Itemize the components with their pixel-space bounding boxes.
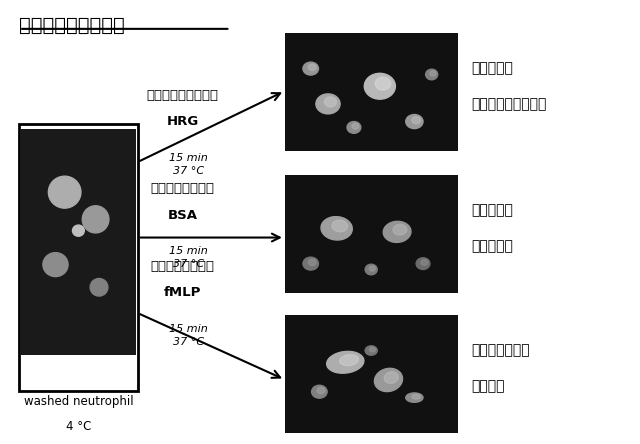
Ellipse shape xyxy=(369,266,376,271)
Ellipse shape xyxy=(406,115,423,129)
Text: 接着形態: 接着形態 xyxy=(472,379,505,393)
Bar xyxy=(21,129,136,355)
Ellipse shape xyxy=(90,278,108,296)
Text: washed neutrophil: washed neutrophil xyxy=(24,395,133,408)
Text: 正球状形態: 正球状形態 xyxy=(472,62,513,75)
Ellipse shape xyxy=(374,369,403,392)
Text: 陰性コントロール: 陰性コントロール xyxy=(150,182,214,195)
Text: 好中球の形態的変化: 好中球の形態的変化 xyxy=(19,16,125,35)
Text: 15 min
37 °C: 15 min 37 °C xyxy=(170,324,208,346)
Ellipse shape xyxy=(347,122,361,133)
Ellipse shape xyxy=(365,346,377,355)
Ellipse shape xyxy=(430,71,436,76)
Ellipse shape xyxy=(72,225,84,236)
Bar xyxy=(19,124,138,391)
Text: 15 min
37 °C: 15 min 37 °C xyxy=(170,153,208,175)
Ellipse shape xyxy=(384,372,398,384)
Bar xyxy=(285,175,458,293)
Ellipse shape xyxy=(364,73,396,99)
Text: BSA: BSA xyxy=(168,209,197,222)
Ellipse shape xyxy=(393,225,407,235)
Ellipse shape xyxy=(317,387,325,394)
Ellipse shape xyxy=(412,394,420,399)
Ellipse shape xyxy=(321,217,352,240)
Ellipse shape xyxy=(412,117,420,124)
Ellipse shape xyxy=(383,221,411,242)
Ellipse shape xyxy=(352,123,359,129)
Ellipse shape xyxy=(332,220,348,232)
Ellipse shape xyxy=(308,64,316,71)
Bar xyxy=(285,315,458,433)
Ellipse shape xyxy=(369,347,376,352)
Bar xyxy=(285,33,458,151)
Ellipse shape xyxy=(303,257,319,270)
Text: HRG: HRG xyxy=(166,115,198,128)
Ellipse shape xyxy=(365,264,377,275)
Ellipse shape xyxy=(375,77,391,90)
Text: fMLP: fMLP xyxy=(164,286,201,299)
Ellipse shape xyxy=(83,206,109,233)
Ellipse shape xyxy=(416,258,430,270)
Ellipse shape xyxy=(303,62,319,75)
Ellipse shape xyxy=(421,259,428,266)
Ellipse shape xyxy=(406,393,423,402)
Text: 細胞表面に: 細胞表面に xyxy=(472,204,513,218)
Ellipse shape xyxy=(312,385,327,398)
Ellipse shape xyxy=(426,69,438,80)
Ellipse shape xyxy=(316,94,340,114)
Text: 多数の突起: 多数の突起 xyxy=(472,239,513,253)
Text: 15 min
37 °C: 15 min 37 °C xyxy=(170,246,208,269)
Ellipse shape xyxy=(324,97,337,107)
Ellipse shape xyxy=(340,355,358,366)
Ellipse shape xyxy=(43,253,68,277)
Text: 陽性コントロール: 陽性コントロール xyxy=(150,260,214,273)
Text: 4 °C: 4 °C xyxy=(66,420,91,432)
Ellipse shape xyxy=(308,259,316,266)
Ellipse shape xyxy=(49,176,81,208)
Text: 細胞表面の突起消失: 細胞表面の突起消失 xyxy=(472,97,547,111)
Text: 好中球活性化調節剤: 好中球活性化調節剤 xyxy=(147,89,218,102)
Ellipse shape xyxy=(326,351,364,373)
Text: 多様な形態変化: 多様な形態変化 xyxy=(472,344,531,357)
